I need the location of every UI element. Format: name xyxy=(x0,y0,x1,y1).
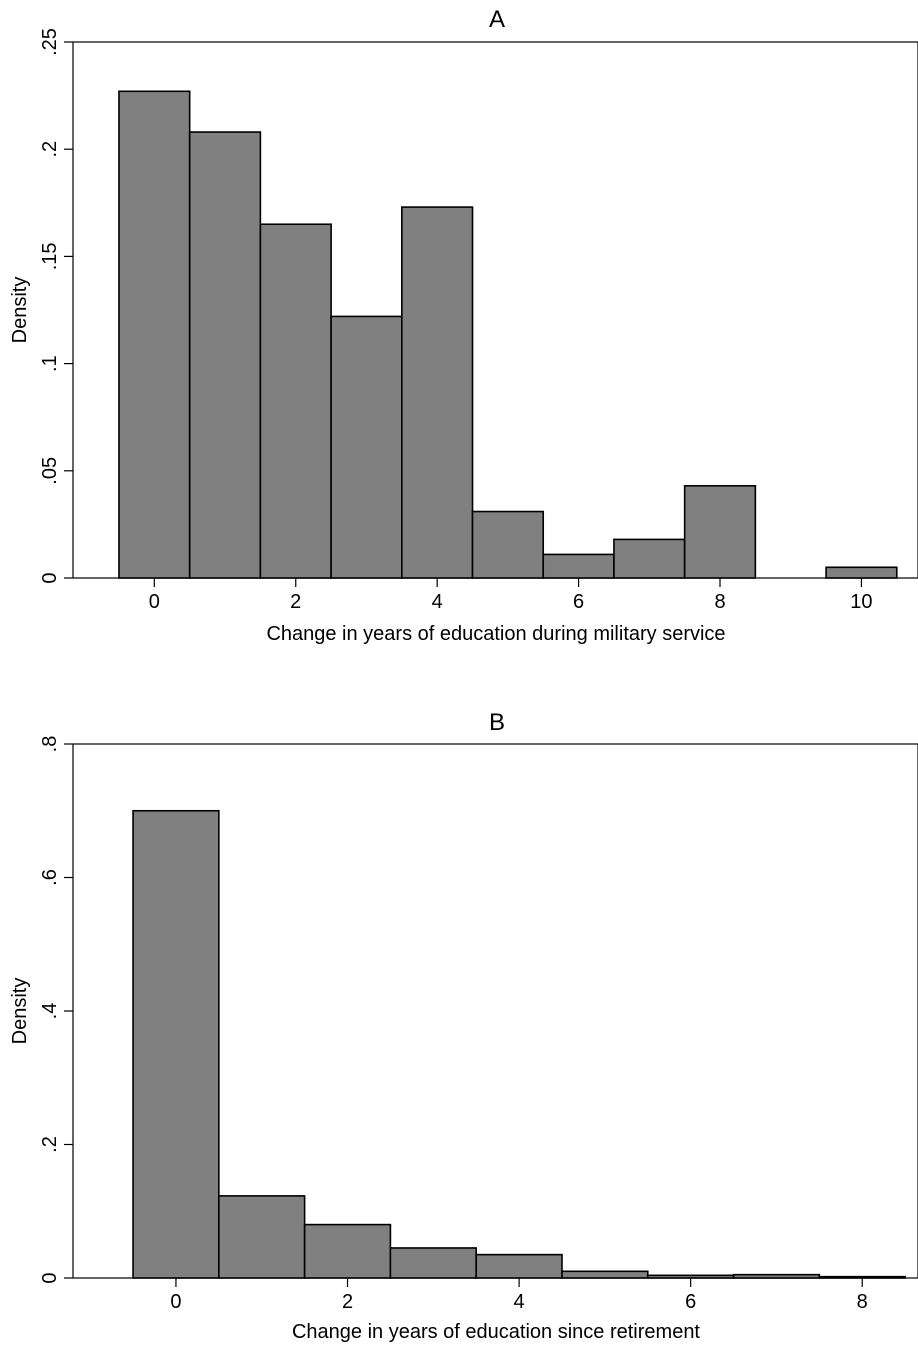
y-axis-label: Density xyxy=(9,978,31,1045)
y-tick-label: .4 xyxy=(39,1003,61,1020)
y-tick-label: .2 xyxy=(39,141,61,158)
y-tick-label: .1 xyxy=(39,355,61,372)
x-tick-label: 4 xyxy=(432,591,443,613)
y-tick-label: .2 xyxy=(39,1136,61,1153)
bar xyxy=(218,1195,306,1279)
chart-title: A xyxy=(489,6,505,33)
bar xyxy=(646,1274,735,1279)
y-tick-label: .6 xyxy=(39,869,61,886)
x-axis-label: Change in years of education during mili… xyxy=(266,623,725,645)
y-tick-label: .05 xyxy=(39,457,61,485)
bar xyxy=(118,90,191,579)
panel-b: B 0 .2 .4 .6 .8 0 2 4 6 8 Density Change in year… xyxy=(9,709,918,1343)
y-tick-label: .15 xyxy=(39,242,61,270)
x-tick-label: 10 xyxy=(850,591,872,613)
bar xyxy=(132,809,220,1279)
bar xyxy=(732,1273,821,1279)
bar xyxy=(188,131,262,579)
y-tick-label: .8 xyxy=(39,736,61,753)
y-axis-ticks: 0 .05 .1 .15 .2 .25 xyxy=(39,28,73,584)
bar xyxy=(825,566,898,579)
bar xyxy=(613,538,686,579)
bar xyxy=(330,315,403,579)
bar xyxy=(259,223,332,579)
bar xyxy=(542,553,615,579)
x-tick-label: 8 xyxy=(857,1291,868,1313)
x-tick-label: 0 xyxy=(149,591,160,613)
bar xyxy=(561,1270,649,1279)
y-tick-label: 0 xyxy=(39,572,61,583)
y-axis-label: Density xyxy=(9,277,31,344)
y-axis-ticks: 0 .2 .4 .6 .8 xyxy=(39,736,73,1284)
y-tick-label: 0 xyxy=(39,1272,61,1283)
bars xyxy=(118,90,898,579)
x-tick-label: 4 xyxy=(514,1291,525,1313)
x-tick-label: 6 xyxy=(573,591,584,613)
x-tick-label: 2 xyxy=(290,591,301,613)
x-tick-label: 0 xyxy=(170,1291,181,1313)
bar xyxy=(303,1223,392,1279)
x-tick-label: 8 xyxy=(714,591,725,613)
chart-title: B xyxy=(489,709,505,736)
bar xyxy=(818,1275,906,1279)
x-tick-label: 6 xyxy=(685,1291,696,1313)
bar xyxy=(471,510,545,579)
bar xyxy=(475,1253,563,1279)
bar xyxy=(683,485,757,579)
x-axis-ticks: 0 2 4 6 8 10 xyxy=(149,578,873,613)
bars xyxy=(132,809,906,1279)
panel-a: A 0 .05 .1 .15 .2 .25 0 2 4 6 8 10 Density Change … xyxy=(9,6,918,645)
x-tick-label: 2 xyxy=(342,1291,353,1313)
x-axis-label: Change in years of education since retir… xyxy=(292,1321,700,1343)
x-axis-ticks: 0 2 4 6 8 xyxy=(170,1278,868,1313)
bar xyxy=(389,1247,477,1279)
y-tick-label: .25 xyxy=(39,28,61,56)
bar xyxy=(401,206,474,579)
